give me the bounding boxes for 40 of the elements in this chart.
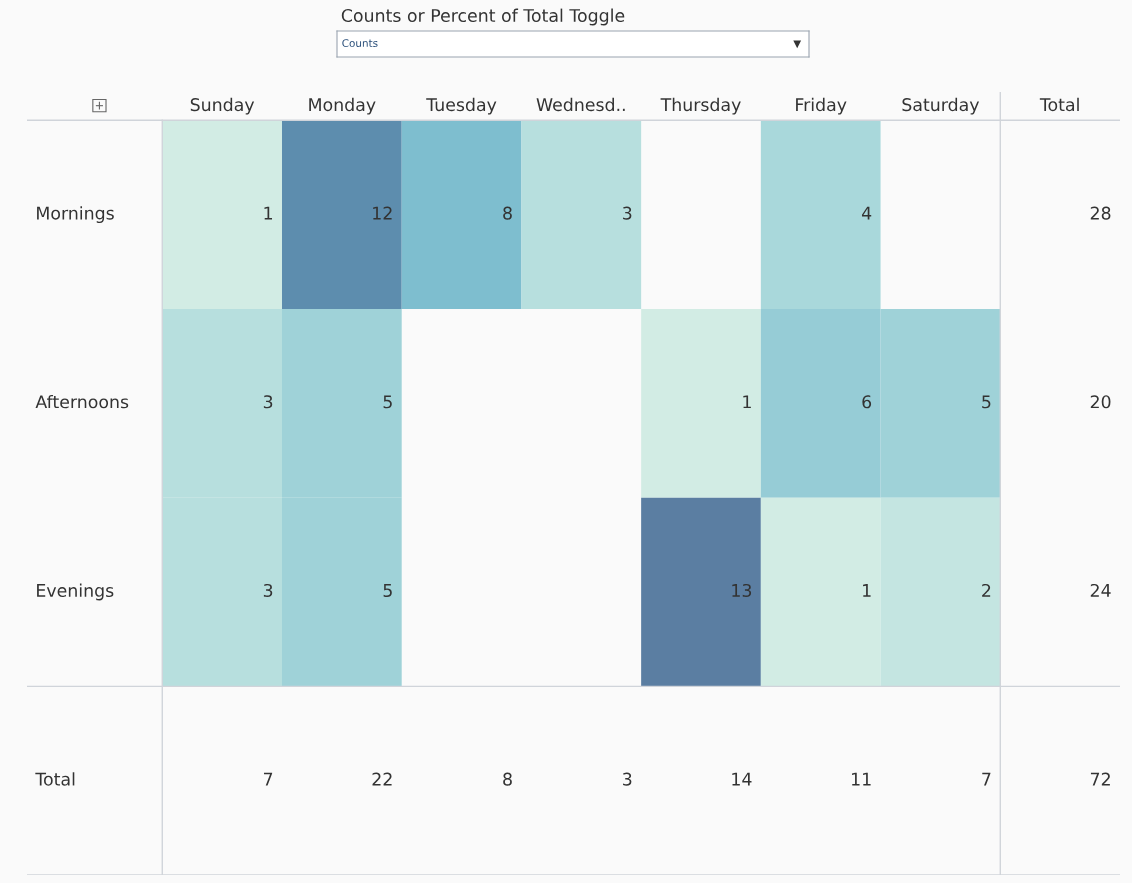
data-label: 2 — [982, 583, 991, 597]
data-label: 4 — [861, 206, 872, 220]
text: 28 — [1090, 206, 1111, 220]
text: 7 — [263, 772, 273, 786]
text: 8 — [503, 772, 512, 786]
x-tick-label: Thursday — [660, 97, 741, 115]
text: Counts or Percent of Total Toggle — [341, 8, 625, 26]
text: Counts — [342, 39, 378, 48]
data-label: 1 — [863, 584, 871, 597]
data-label: 13 — [732, 583, 752, 598]
text: 24 — [1090, 583, 1111, 597]
y-tick-label: Afternoons — [35, 394, 129, 409]
text: 7 — [982, 772, 991, 786]
data-label: 1 — [743, 395, 751, 409]
data-label: 8 — [503, 206, 512, 220]
text: 72 — [1090, 772, 1110, 786]
data-label: 3 — [623, 206, 632, 220]
data-label: 5 — [383, 584, 392, 598]
data-label: 5 — [982, 395, 991, 409]
text: 3 — [623, 772, 632, 786]
data-label: 6 — [862, 395, 872, 409]
text: 22 — [372, 772, 392, 786]
x-tick-label: Monday — [309, 97, 376, 115]
x-tick-label: Wednesd.. — [536, 97, 625, 112]
text: 14 — [732, 772, 752, 786]
text: 11 — [852, 772, 871, 786]
x-tick-label: Friday — [796, 97, 847, 115]
text: Total — [1039, 97, 1079, 112]
y-tick-label: Evenings — [37, 583, 114, 601]
data-label: 12 — [373, 206, 392, 220]
x-tick-label: Sunday — [190, 97, 255, 115]
x-tick-label: Saturday — [902, 97, 980, 115]
x-tick-label: Tuesday — [426, 97, 497, 115]
data-label: 3 — [263, 395, 273, 409]
y-tick-label: Mornings — [37, 206, 114, 224]
text: 20 — [1090, 395, 1111, 409]
data-label: 3 — [263, 583, 273, 598]
data-label: 5 — [383, 395, 392, 409]
text: Total — [35, 772, 75, 786]
data-label: 1 — [264, 206, 273, 220]
